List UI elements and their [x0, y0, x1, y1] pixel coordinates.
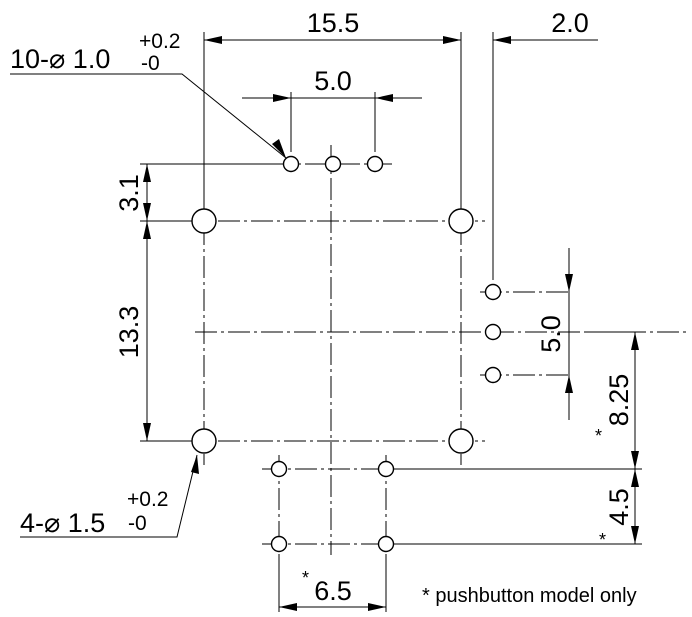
callout-small-diameter: 1.0: [65, 44, 110, 74]
arrowheads: [143, 36, 639, 611]
small-hole-right-2: [484, 323, 502, 341]
small-hole-top-1: [282, 155, 300, 173]
callout-small-prefix: 10-: [10, 44, 49, 74]
small-hole-top-3: [366, 155, 384, 173]
dim-label-2-0: 2.0: [551, 8, 589, 38]
arrow-5-0-top-right: [375, 94, 393, 102]
callout-small-tol-upper: +0.2: [139, 30, 180, 53]
leader-lines: [10, 73, 287, 538]
arrow-5-0-right-top: [565, 274, 573, 292]
arrow-3-1-bottom: [143, 203, 151, 221]
asterisk-4-5: *: [599, 530, 606, 550]
diameter-symbol-small: ⌀: [49, 44, 65, 74]
small-hole-right-3: [484, 366, 502, 384]
dim-label-13-3: 13.3: [114, 306, 144, 359]
arrow-13-3-top: [143, 221, 151, 239]
holes: [191, 155, 502, 553]
large-hole-top-right: [448, 208, 474, 234]
arrow-4-5-bottom: [631, 526, 639, 544]
callout-large-count: 4-⌀ 1.5: [20, 508, 105, 538]
callout-small-tol-lower: -0: [141, 52, 160, 75]
arrow-5-0-right-bottom: [565, 375, 573, 393]
small-hole-right-1: [484, 283, 502, 301]
arrow-8-25-top: [631, 332, 639, 350]
pushbutton-hole-4: [377, 535, 395, 553]
pushbutton-hole-3: [270, 535, 288, 553]
large-hole-bottom-left: [191, 428, 217, 454]
footnote: * pushbutton model only: [422, 585, 637, 607]
dim-label-5-0-top: 5.0: [314, 66, 352, 96]
leader-small-hole: [10, 73, 287, 159]
callout-large-tol-upper: +0.2: [127, 488, 168, 511]
small-hole-top-2: [324, 155, 342, 173]
arrow-13-3-bottom: [143, 423, 151, 441]
large-hole-bottom-right: [448, 428, 474, 454]
callout-large-prefix: 4-: [20, 508, 44, 538]
arrow-6-5-left: [279, 603, 297, 611]
callout-large-tol-lower: -0: [128, 512, 147, 535]
dimension-labels: 15.5 2.0 5.0 3.1 13.3 5.0 8.25 4.5 6.5: [114, 8, 634, 606]
dim-label-3-1: 3.1: [114, 174, 144, 212]
leader-large-hole: [20, 454, 198, 538]
arrow-4-5-top: [631, 469, 639, 487]
arrow-15-5-right: [443, 36, 461, 44]
extension-lines: [140, 32, 642, 612]
pushbutton-hole-1: [270, 460, 288, 478]
large-hole-top-left: [191, 208, 217, 234]
arrow-2-0-in: [493, 36, 511, 44]
dim-label-15-5: 15.5: [307, 8, 360, 38]
asterisk-6-5: *: [302, 568, 309, 588]
dim-label-5-0-right: 5.0: [536, 315, 566, 353]
callout-small-holes: 10-⌀ 1.0 +0.2 -0: [10, 30, 180, 75]
arrow-leader-small-hole: [272, 139, 286, 158]
dim-label-8-25: 8.25: [604, 374, 634, 427]
diameter-symbol-large: ⌀: [44, 508, 60, 538]
arrow-3-1-top: [143, 164, 151, 182]
callout-large-diameter: 1.5: [60, 508, 105, 538]
callout-small-count: 10-⌀ 1.0: [10, 44, 110, 74]
asterisk-marks: * * *: [302, 426, 606, 588]
arrow-6-5-right: [368, 603, 386, 611]
pushbutton-hole-2: [377, 460, 395, 478]
dim-label-6-5: 6.5: [314, 576, 352, 606]
dim-label-4-5: 4.5: [604, 488, 634, 526]
arrow-5-0-top-left: [273, 94, 291, 102]
arrow-8-25-bottom: [631, 451, 639, 469]
callout-large-holes: 4-⌀ 1.5 +0.2 -0: [20, 488, 168, 538]
arrow-15-5-left: [204, 36, 222, 44]
center-lines: [185, 145, 690, 560]
asterisk-8-25: *: [595, 426, 602, 446]
